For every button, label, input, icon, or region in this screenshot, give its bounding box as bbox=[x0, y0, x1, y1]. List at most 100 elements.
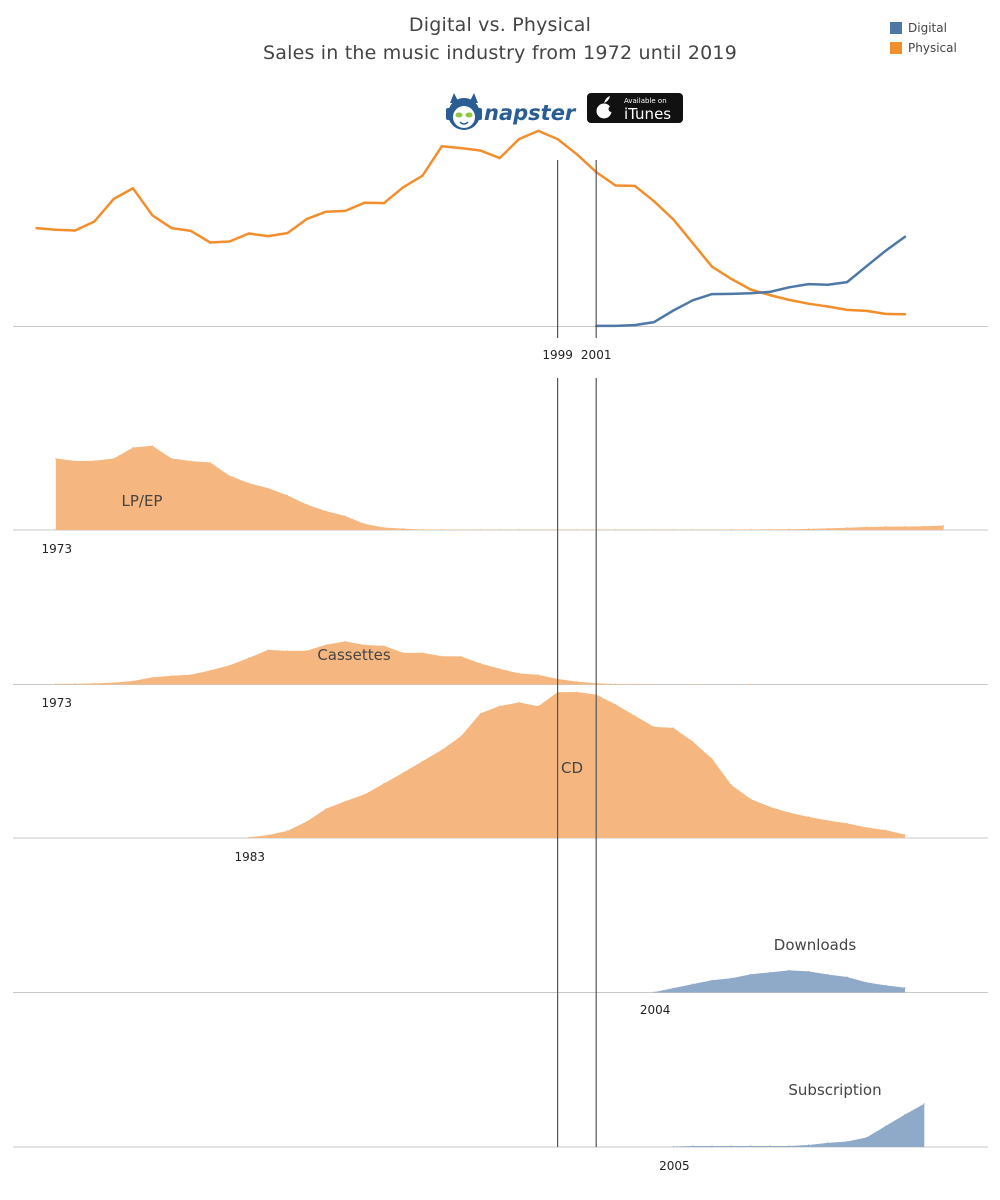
area-point-cassettes-1980 bbox=[190, 674, 192, 676]
area-point-cassettes-1977 bbox=[132, 680, 134, 682]
legend-item-digital[interactable]: Digital bbox=[890, 18, 957, 38]
itunes-wordmark: iTunes bbox=[624, 105, 671, 123]
point-physical-2012 bbox=[807, 302, 810, 305]
area-point-lp-ep-2007 bbox=[711, 529, 713, 531]
apple-icon bbox=[596, 96, 615, 119]
point-digital-2005 bbox=[672, 309, 675, 312]
point-physical-2002 bbox=[614, 184, 617, 187]
point-physical-2014 bbox=[845, 308, 849, 312]
point-physical-1997 bbox=[517, 137, 521, 141]
napster-logo: napster bbox=[446, 93, 577, 130]
area-point-lp-ep-2008 bbox=[730, 528, 732, 531]
area-point-cassettes-1993 bbox=[441, 655, 443, 657]
area-point-cassettes-1991 bbox=[402, 652, 404, 654]
area-point-downloads-2004 bbox=[653, 991, 655, 993]
point-physical-1996 bbox=[498, 156, 501, 160]
point-physical-1981 bbox=[209, 241, 212, 244]
area-point-cd-2002 bbox=[614, 703, 617, 706]
legend-item-physical[interactable]: Physical bbox=[890, 38, 957, 58]
area-point-cassettes-2005 bbox=[672, 683, 675, 686]
area-point-lp-ep-1993 bbox=[441, 528, 443, 531]
area-point-downloads-2013 bbox=[827, 973, 829, 976]
area-point-lp-ep-1978 bbox=[151, 445, 153, 447]
area-point-subscription-2012 bbox=[807, 1144, 810, 1146]
point-physical-2004 bbox=[652, 200, 656, 203]
area-point-lp-ep-2005 bbox=[672, 529, 675, 531]
point-digital-2006 bbox=[691, 299, 694, 302]
point-digital-2007 bbox=[710, 292, 714, 296]
area-point-lp-ep-1985 bbox=[286, 494, 288, 496]
area-point-cassettes-1973 bbox=[55, 683, 57, 685]
point-physical-2010 bbox=[768, 293, 772, 297]
area-point-lp-ep-2009 bbox=[750, 528, 752, 531]
area-point-cd-1998 bbox=[537, 705, 539, 707]
area-subscription bbox=[673, 1103, 925, 1147]
area-point-downloads-2015 bbox=[865, 981, 868, 983]
area-point-downloads-2006 bbox=[692, 983, 694, 985]
area-point-downloads-2007 bbox=[711, 979, 713, 981]
napster-wordmark: napster bbox=[484, 101, 577, 125]
area-point-cd-1983 bbox=[248, 836, 250, 839]
area-point-subscription-2015 bbox=[865, 1136, 868, 1139]
area-point-cd-2014 bbox=[846, 822, 848, 825]
area-point-lp-ep-1975 bbox=[93, 460, 95, 462]
point-physical-2005 bbox=[672, 218, 675, 221]
area-point-subscription-2010 bbox=[769, 1145, 771, 1147]
area-point-subscription-2014 bbox=[846, 1140, 848, 1143]
point-physical-1976 bbox=[112, 197, 115, 201]
area-point-lp-ep-1997 bbox=[518, 529, 520, 531]
area-point-lp-ep-2004 bbox=[653, 529, 655, 531]
area-point-lp-ep-1979 bbox=[171, 457, 173, 460]
area-point-cd-2015 bbox=[865, 826, 868, 829]
point-digital-2014 bbox=[845, 280, 849, 284]
area-point-lp-ep-1995 bbox=[479, 529, 481, 531]
area-point-cassettes-2009 bbox=[750, 683, 752, 686]
area-point-downloads-2014 bbox=[846, 976, 848, 978]
point-physical-2016 bbox=[884, 312, 887, 316]
area-point-cassettes-1976 bbox=[113, 681, 115, 684]
area-point-cd-2011 bbox=[788, 811, 790, 814]
area-point-cd-1989 bbox=[364, 793, 366, 795]
point-digital-2002 bbox=[614, 324, 617, 328]
area-point-cd-1987 bbox=[325, 808, 327, 810]
area-label-lp-ep: LP/EP bbox=[122, 492, 163, 510]
point-digital-2017 bbox=[903, 235, 907, 238]
area-point-cassettes-2000 bbox=[576, 681, 578, 683]
area-point-cd-2005 bbox=[672, 727, 675, 729]
area-point-lp-ep-1992 bbox=[421, 528, 424, 531]
area-point-cd-2007 bbox=[711, 757, 713, 760]
legend-swatch-physical bbox=[890, 42, 902, 54]
area-point-cd-1988 bbox=[344, 800, 346, 802]
point-physical-2013 bbox=[826, 305, 829, 308]
area-point-cassettes-1990 bbox=[383, 645, 385, 647]
area-point-cassettes-1975 bbox=[93, 682, 95, 685]
area-point-cd-2010 bbox=[769, 806, 771, 808]
area-point-cd-2000 bbox=[576, 691, 578, 693]
area-point-lp-ep-2010 bbox=[769, 528, 771, 530]
area-point-cd-1984 bbox=[267, 834, 269, 836]
area-point-cassettes-1978 bbox=[151, 676, 153, 679]
area-point-downloads-2005 bbox=[672, 987, 675, 989]
area-point-cassettes-1981 bbox=[209, 669, 211, 672]
area-point-lp-ep-2011 bbox=[788, 528, 790, 530]
point-physical-1982 bbox=[228, 240, 231, 243]
area-point-cassettes-1994 bbox=[460, 655, 462, 657]
point-physical-2000 bbox=[575, 153, 579, 156]
area-point-lp-ep-1983 bbox=[248, 482, 250, 484]
reference-label-2001: 2001 bbox=[581, 348, 612, 362]
point-physical-1990 bbox=[382, 201, 386, 205]
area-point-downloads-2011 bbox=[788, 969, 790, 971]
area-point-lp-ep-1973 bbox=[55, 457, 57, 460]
point-physical-1972 bbox=[35, 226, 38, 230]
point-physical-1985 bbox=[286, 231, 289, 235]
area-point-cd-1997 bbox=[518, 701, 520, 703]
area-point-cassettes-1995 bbox=[479, 662, 481, 665]
area-cassettes bbox=[55, 641, 751, 685]
area-point-downloads-2017 bbox=[904, 987, 906, 989]
itunes-available-text: Available on bbox=[624, 97, 667, 105]
area-point-cd-1985 bbox=[286, 830, 288, 832]
area-point-cd-1994 bbox=[460, 735, 462, 737]
area-label-cd: CD bbox=[561, 759, 583, 777]
start-year-label-downloads: 2004 bbox=[640, 1003, 671, 1017]
